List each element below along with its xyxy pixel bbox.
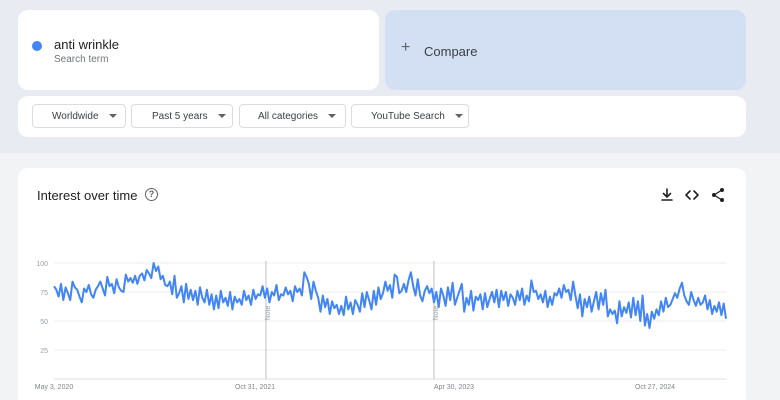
x-tick-label: Apr 30, 2023	[434, 384, 474, 391]
search-term-subtitle: Search term	[54, 54, 109, 65]
y-tick-label: 75	[40, 290, 48, 297]
note-label: Note	[265, 306, 272, 321]
chart-title: Interest over time	[37, 188, 138, 203]
series-layer	[53, 262, 727, 329]
search-term-name: anti wrinkle	[54, 37, 120, 52]
plus-icon: +	[401, 39, 411, 56]
x-tick-label: Oct 27, 2024	[635, 384, 675, 391]
y-axis: 25 50 75 100	[36, 261, 48, 355]
search-term-card[interactable]: anti wrinkle Search term	[18, 10, 379, 90]
series-color-dot	[32, 41, 42, 51]
embed-icon[interactable]	[683, 186, 701, 204]
chart-notes: Note Note	[265, 261, 440, 379]
help-icon[interactable]: ?	[145, 188, 158, 201]
interest-over-time-card: Interest over time ? 25 50 75 100 Note Note …	[18, 168, 746, 400]
compare-button[interactable]: + Compare	[385, 10, 746, 90]
caret-down-icon	[217, 114, 226, 118]
x-tick-label: May 3, 2020	[35, 384, 74, 391]
x-axis: May 3, 2020 Oct 31, 2021 Apr 30, 2023 Oct 2…	[35, 384, 675, 391]
download-icon[interactable]	[658, 186, 676, 204]
filter-search-type-label: YouTube Search	[371, 110, 445, 122]
filter-category[interactable]: All categories	[239, 104, 346, 128]
filter-time-range-label: Past 5 years	[152, 110, 208, 122]
filter-time-range[interactable]: Past 5 years	[131, 104, 233, 128]
compare-label: Compare	[424, 44, 478, 59]
filter-bar: Worldwide Past 5 years All categories Yo…	[18, 96, 746, 137]
caret-down-icon	[328, 114, 337, 118]
filter-location[interactable]: Worldwide	[32, 104, 126, 128]
y-tick-label: 50	[40, 319, 48, 326]
interest-chart: 25 50 75 100 Note Note May 3, 2020 Oct 31, 20…	[35, 261, 727, 391]
chart-grid	[54, 262, 726, 380]
y-tick-label: 100	[36, 261, 48, 268]
series-line-anti-wrinkle	[53, 262, 727, 329]
caret-down-icon	[454, 114, 463, 118]
caret-down-icon	[108, 114, 117, 118]
share-icon[interactable]	[709, 186, 727, 204]
y-tick-label: 25	[40, 348, 48, 355]
note-label: Note	[433, 306, 440, 321]
filter-category-label: All categories	[258, 110, 319, 122]
filter-location-label: Worldwide	[52, 110, 99, 122]
filter-search-type[interactable]: YouTube Search	[351, 104, 469, 128]
x-tick-label: Oct 31, 2021	[235, 384, 275, 391]
